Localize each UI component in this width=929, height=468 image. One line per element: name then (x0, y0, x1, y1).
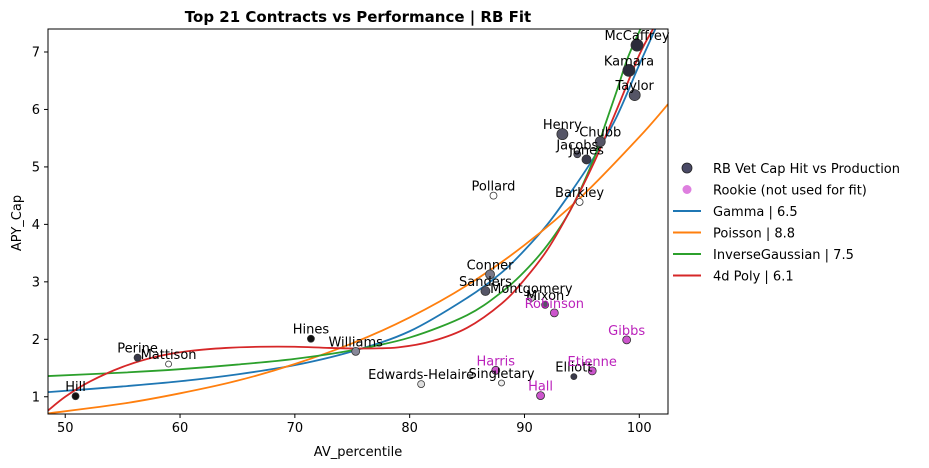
vet-label: Kamara (604, 54, 654, 69)
vet-label: Taylor (615, 79, 655, 94)
fit-line-3 (48, 29, 654, 412)
vet-label: Singletary (468, 367, 534, 382)
y-tick-label: 3 (32, 275, 40, 290)
vet-point (573, 150, 582, 159)
vet-point (570, 373, 578, 381)
y-tick-label: 7 (32, 45, 40, 60)
vet-point (498, 379, 505, 387)
x-tick-label: 50 (57, 421, 74, 436)
vet-label: Mattison (141, 348, 197, 363)
legend-label: Poisson | 8.8 (713, 227, 795, 242)
x-tick-label: 80 (401, 421, 418, 436)
data-points (71, 38, 644, 401)
vet-label: Hines (293, 323, 330, 338)
vet-point (527, 294, 536, 302)
rookie-label: Robinson (525, 297, 584, 312)
vet-label: Jacobs (555, 138, 598, 153)
vet-point (165, 360, 172, 368)
y-axis-ticks: 1 2 3 4 5 6 7 (32, 45, 48, 405)
y-tick-label: 2 (32, 333, 40, 348)
vet-point (489, 191, 498, 200)
vet-point (417, 380, 426, 389)
vet-point (594, 136, 606, 148)
vet-point (351, 346, 361, 356)
vet-point (556, 128, 569, 141)
vet-point (622, 63, 636, 77)
vet-label: Jones (568, 143, 604, 158)
rookie-label: Etienne (568, 355, 617, 370)
rookie-point (622, 335, 632, 345)
vet-label: Perine (117, 342, 158, 357)
x-tick-label: 100 (627, 421, 652, 436)
legend-marker (682, 185, 692, 194)
vet-point (630, 38, 644, 52)
vet-point (71, 392, 80, 401)
plot-area: McCaffrey Kamara Taylor HenryChubbJacobsJon… (32, 28, 670, 436)
rookie-label: Gibbs (608, 324, 645, 339)
rookie-label: Hall (528, 380, 553, 395)
legend-label: Rookie (not used for fit) (713, 184, 867, 199)
vet-point (575, 198, 584, 206)
vet-point (541, 300, 550, 309)
fit-line-1 (48, 103, 668, 414)
vet-label: Elliott (555, 361, 592, 376)
vet-point (485, 269, 495, 280)
x-tick-label: 60 (172, 421, 189, 436)
legend-marker (681, 162, 693, 174)
rookie-point (587, 366, 597, 376)
x-tick-label: 90 (516, 421, 533, 436)
x-tick-label: 70 (287, 421, 304, 436)
vet-point (307, 334, 315, 343)
rookie-point (491, 365, 501, 375)
point-labels: McCaffrey Kamara Taylor HenryChubbJacobsJon… (65, 29, 670, 395)
y-tick-label: 6 (32, 103, 40, 118)
vet-point (480, 286, 491, 296)
vet-label: Mixon (526, 289, 564, 304)
vet-label: Chubb (579, 126, 621, 141)
legend-label: RB Vet Cap Hit vs Production (713, 162, 900, 177)
rookie-label: Harris (476, 354, 515, 369)
legend-label: Gamma | 6.5 (713, 205, 798, 220)
vet-label: Hill (65, 380, 86, 395)
vet-point (133, 353, 142, 362)
vet-label: Pollard (472, 180, 516, 195)
axes-frame (47, 28, 669, 415)
y-tick-label: 5 (32, 160, 40, 175)
chart-title: Top 21 Contracts vs Performance | RB Fit (185, 8, 531, 27)
vet-point (581, 154, 592, 165)
vet-label: Henry (543, 118, 582, 133)
y-axis-label: APY_Cap (10, 195, 25, 251)
vet-label: McCaffrey (604, 29, 669, 44)
rookie-point (549, 308, 559, 318)
y-tick-label: 4 (32, 218, 40, 233)
vet-label: Williams (328, 335, 383, 350)
fit-line-2 (48, 29, 642, 377)
vet-label: Montgomery (490, 282, 573, 297)
x-axis-ticks: 50 60 70 80 90 100 (57, 414, 652, 436)
vet-label: Barkley (555, 186, 604, 201)
rookie-point (536, 391, 545, 401)
vet-label: Sanders (459, 275, 512, 290)
legend-label: 4d Poly | 6.1 (713, 270, 794, 285)
legend: RB Vet Cap Hit vs Production Rookie (not … (673, 162, 900, 285)
y-tick-label: 1 (32, 390, 40, 405)
legend-label: InverseGaussian | 7.5 (713, 248, 854, 263)
x-axis-label: AV_percentile (314, 445, 402, 460)
vet-point (628, 89, 641, 101)
vet-label: Conner (467, 258, 515, 273)
vet-label: Edwards-Helaire (368, 368, 474, 383)
